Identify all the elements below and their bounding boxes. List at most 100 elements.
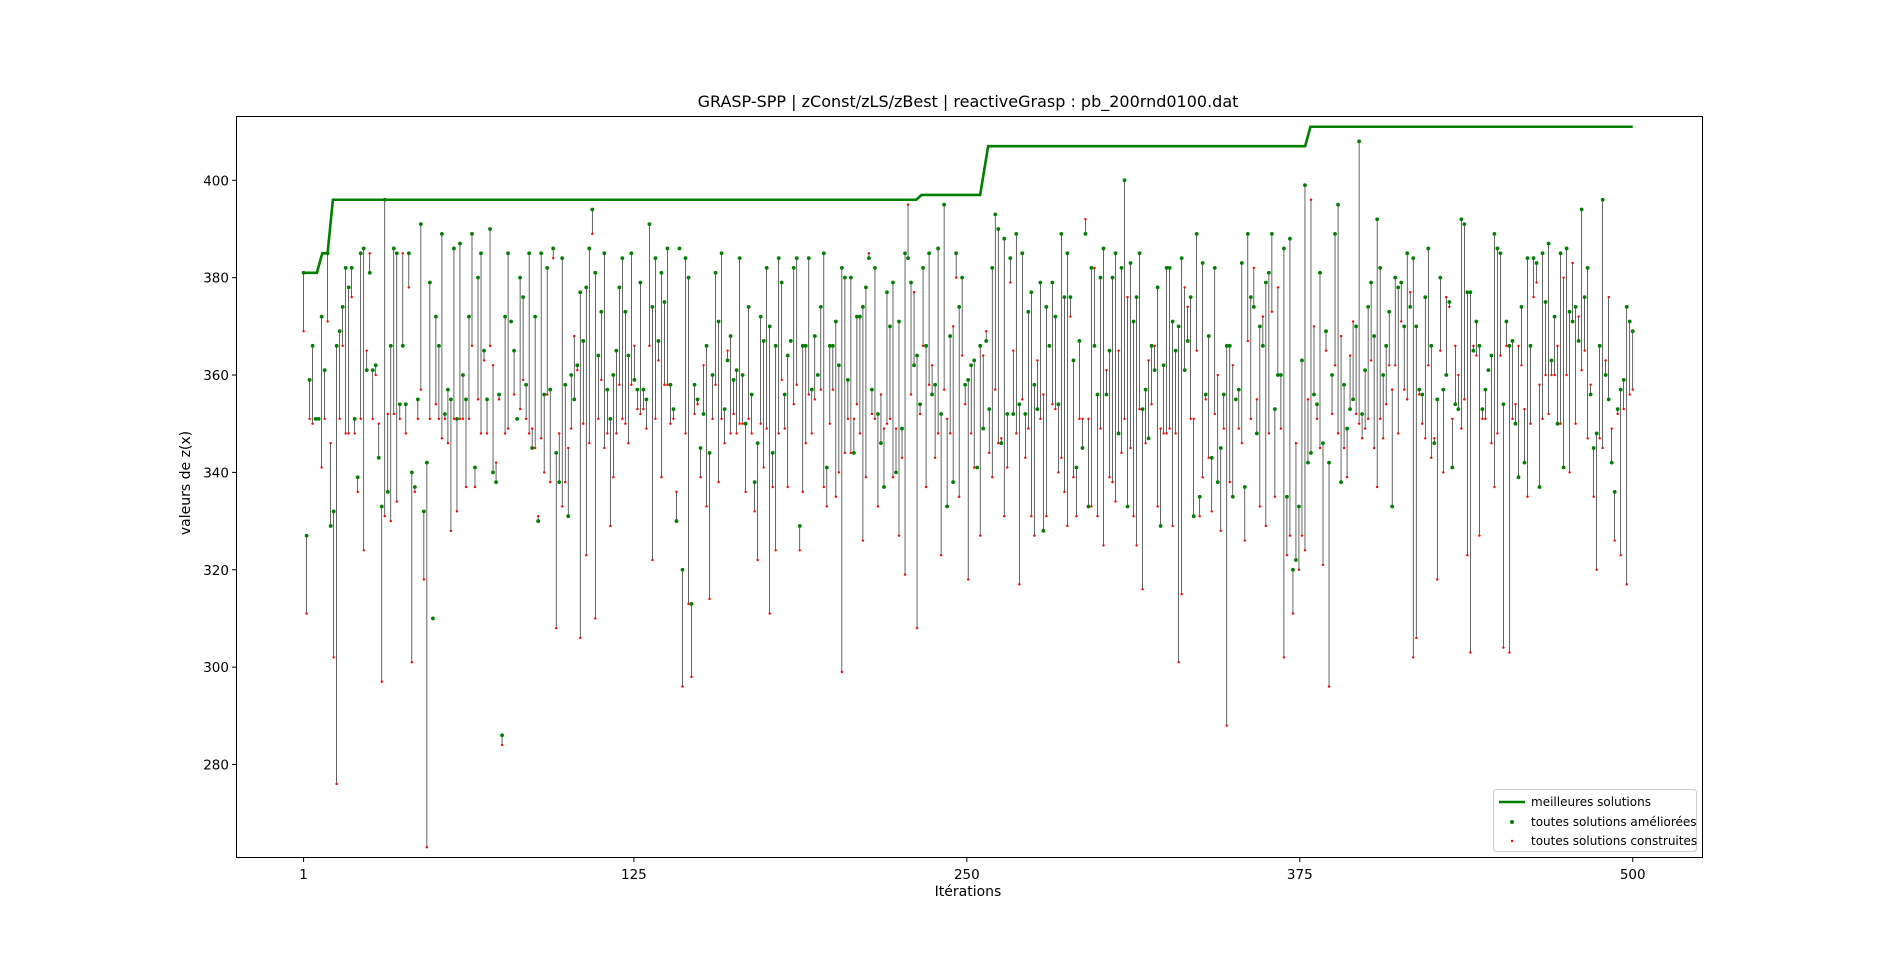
improved-point [930,392,934,397]
constructed-point [717,480,720,484]
constructed-point [1333,364,1337,367]
constructed-point [1291,612,1295,615]
improved-point [1336,202,1340,207]
legend: meilleures solutions toutes solutions am… [1493,789,1697,852]
constructed-point [1418,393,1421,396]
constructed-point [849,451,853,455]
improved-point [1185,339,1190,343]
constructed-point [383,515,386,518]
improved-point [1615,407,1620,412]
constructed-point [994,388,997,391]
improved-point [554,451,559,455]
constructed-point [723,441,726,445]
constructed-point [939,553,943,557]
improved-point [590,207,595,212]
improved-point [1104,392,1109,397]
constructed-point [1493,485,1496,489]
constructed-point [473,485,477,489]
constructed-point [645,427,648,430]
improved-point [1203,392,1208,397]
improved-point [1080,446,1085,450]
constructed-point [846,417,850,421]
constructed-point [957,495,961,498]
improved-point [328,524,333,528]
improved-point [1411,256,1416,261]
improved-point [948,334,953,338]
improved-point [1459,217,1464,222]
constructed-point [1183,286,1186,289]
constructed-point [437,417,441,421]
constructed-point [1171,524,1174,528]
constructed-point [621,417,624,421]
constructed-point [1571,261,1574,265]
constructed-point [648,344,651,348]
constructed-point [1454,344,1457,348]
constructed-point [1339,334,1343,338]
improved-point [1218,446,1223,450]
constructed-point [1063,490,1066,494]
constructed-point [1475,354,1478,357]
improved-point [1282,246,1286,251]
constructed-point [1580,368,1583,372]
constructed-point [1387,364,1391,367]
constructed-point [711,417,714,421]
constructed-point [726,349,729,352]
improved-point [1627,319,1632,324]
constructed-point [386,412,389,416]
constructed-point [485,432,489,435]
improved-point [885,290,889,295]
constructed-point [1406,398,1409,401]
improved-point [1426,246,1431,251]
improved-point [434,314,438,319]
improved-point [1444,373,1449,377]
improved-point [650,304,655,309]
improved-point [1378,266,1383,270]
improved-point [1173,348,1178,353]
improved-point [942,202,947,207]
constructed-point [1529,422,1532,425]
constructed-point [732,412,735,416]
improved-point [557,480,562,485]
improved-point [773,343,778,348]
constructed-point [690,675,693,679]
improved-point [1276,373,1280,377]
improved-point [1035,407,1040,412]
constructed-point [1312,325,1316,328]
improved-point [638,280,643,285]
improved-point [452,246,456,251]
constructed-point [482,359,486,362]
constructed-point [1586,437,1589,440]
constructed-point [942,388,946,391]
constructed-point [497,398,501,401]
constructed-point [1075,515,1078,518]
improved-point [464,397,468,402]
constructed-point [1156,505,1159,508]
improved-point [1263,280,1268,285]
constructed-point [660,476,663,479]
improved-point [521,295,526,300]
improved-point [782,392,787,397]
improved-point [695,397,700,402]
constructed-point [1348,354,1352,357]
constructed-point [1012,349,1015,352]
improved-point [623,309,628,314]
improved-point [1242,485,1247,489]
improved-point [1597,343,1602,348]
constructed-point [548,480,552,484]
constructed-point [1003,515,1006,518]
constructed-point [1595,568,1598,571]
constructed-point [1150,403,1153,406]
constructed-point [1562,276,1565,279]
improved-point [542,392,547,397]
constructed-point [1505,344,1508,348]
improved-point [620,256,625,261]
constructed-point [1427,364,1430,367]
improved-point [548,387,553,392]
improved-point [1065,251,1070,256]
improved-point [1179,256,1184,261]
constructed-point [1219,529,1222,533]
constructed-point [672,417,675,421]
constructed-point [786,485,789,489]
improved-point [1366,304,1371,309]
improved-point [927,251,931,256]
